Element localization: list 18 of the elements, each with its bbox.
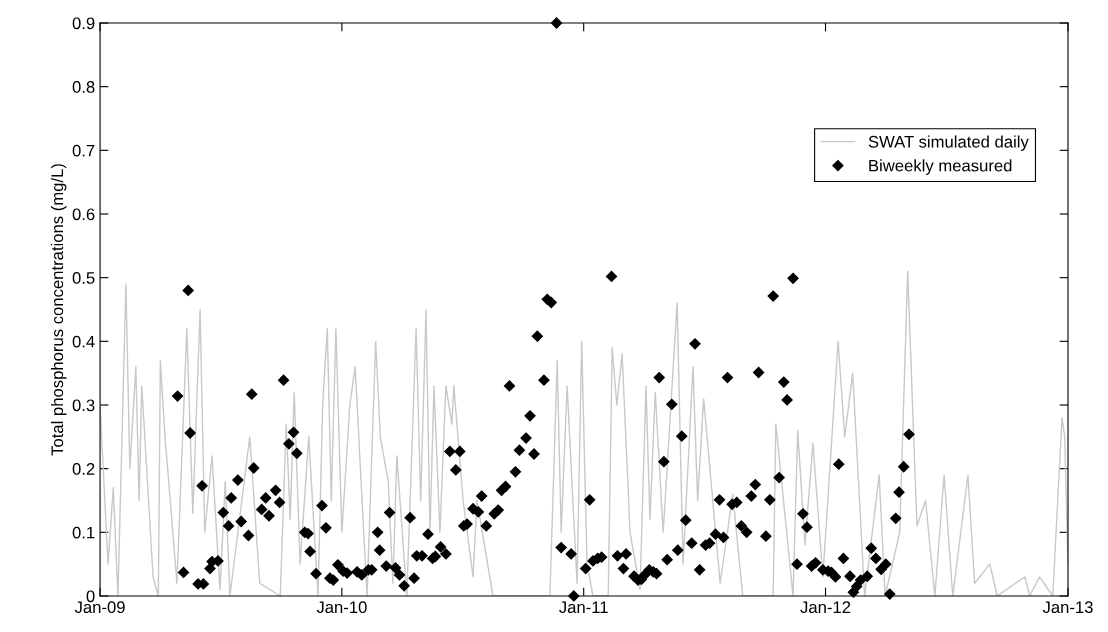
y-tick-label: 0.3 [72, 399, 95, 412]
y-axis-title: Total phosphorus concentrations (mg/L) [50, 164, 67, 456]
x-tick-label: Jan-11 [559, 601, 608, 614]
y-tick-label: 0.4 [72, 335, 95, 348]
y-tick-label: 0.6 [72, 208, 95, 221]
x-tick-label: Jan-09 [74, 601, 125, 614]
legend-label: SWAT simulated daily [868, 135, 1029, 151]
y-tick-label: 0.1 [72, 526, 95, 539]
x-tick-label: Jan-13 [1042, 601, 1093, 614]
x-tick-label: Jan-12 [800, 601, 851, 614]
legend-label: Biweekly measured [869, 159, 1012, 175]
y-tick-label: 0.9 [72, 17, 95, 30]
y-tick-label: 0.8 [72, 81, 95, 93]
x-tick-label: Jan-10 [316, 601, 367, 614]
y-tick-label: 0.5 [72, 272, 95, 284]
y-tick-label: 0.2 [72, 463, 95, 475]
y-tick-label: 0.7 [72, 144, 95, 157]
y-tick-label: 0 [86, 590, 95, 603]
